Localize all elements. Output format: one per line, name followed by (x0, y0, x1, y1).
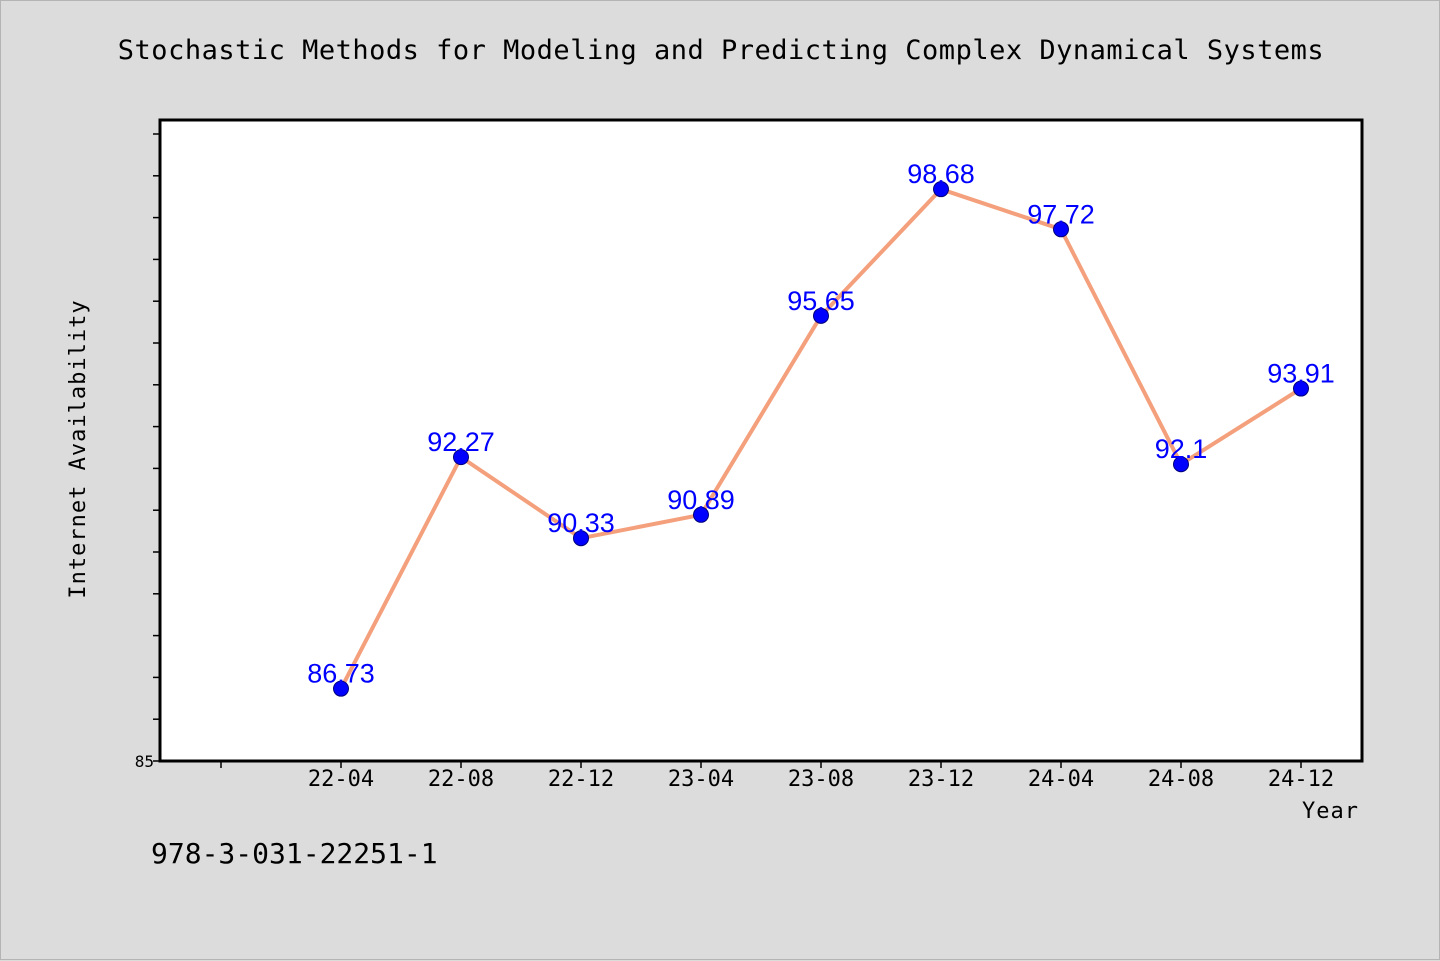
data-label: 97.72 (1027, 199, 1095, 229)
data-point (1173, 456, 1189, 473)
data-label-layer: 86.73 92.27 90.33 90.89 95.65 98.68 97.72 92.1 9… (307, 159, 1335, 689)
data-point (813, 307, 829, 324)
x-tick-label: 22-08 (428, 767, 494, 792)
data-label: 95.65 (787, 286, 855, 316)
x-axis-ticks: 22-04 22-08 22-12 23-04 23-08 23-12 24-04 24-08… (220, 761, 1334, 792)
data-label: 93.91 (1267, 359, 1335, 389)
data-point (333, 680, 349, 697)
chart-title: Stochastic Methods for Modeling and Pred… (117, 35, 1325, 66)
data-label: 86.73 (307, 659, 375, 689)
y-axis-ticks (153, 133, 160, 762)
data-point (453, 449, 469, 466)
x-tick-label: 22-04 (308, 767, 374, 792)
x-tick-label: 23-08 (788, 767, 854, 792)
data-point (693, 506, 709, 523)
x-tick-label: 23-12 (908, 767, 974, 792)
data-label: 92.1 (1155, 434, 1208, 464)
x-axis-label: Year (1302, 799, 1359, 824)
data-label: 98.68 (907, 159, 975, 189)
y-axis-label: Internet Availability (66, 299, 91, 598)
x-tick-label: 22-12 (548, 767, 614, 792)
data-label: 90.89 (667, 485, 735, 515)
data-point (573, 530, 589, 547)
x-tick-label: 24-04 (1028, 767, 1094, 792)
data-point (933, 181, 949, 198)
x-tick-label: 24-08 (1148, 767, 1214, 792)
data-label: 90.33 (547, 508, 615, 538)
data-label: 92.27 (427, 427, 495, 457)
y-tick-label: 85 (135, 752, 154, 771)
series-layer (333, 181, 1309, 697)
footer-code: 978-3-031-22251-1 (151, 837, 438, 870)
x-tick-label: 23-04 (668, 767, 734, 792)
x-tick-label: 24-12 (1268, 767, 1334, 792)
data-point (1053, 221, 1069, 238)
data-point (1293, 380, 1309, 397)
